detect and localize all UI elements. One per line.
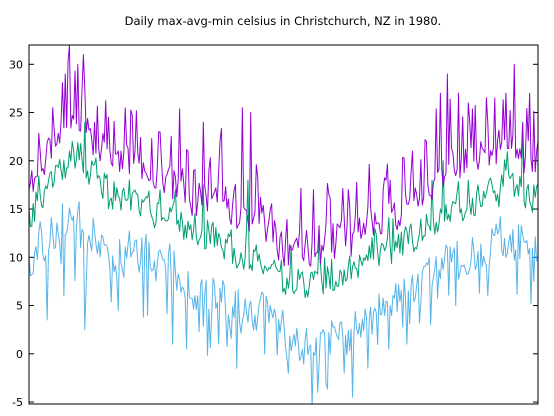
plot-frame xyxy=(28,44,539,405)
y-tick-label: 20 xyxy=(9,155,23,168)
series-line xyxy=(29,121,538,299)
y-tick-label: 5 xyxy=(16,300,23,313)
y-tick-label: 15 xyxy=(9,203,23,216)
y-axis: -5 0 5 10 15 20 25 30 xyxy=(9,58,538,409)
y-tick-label: 30 xyxy=(9,58,23,71)
series-line xyxy=(29,201,538,404)
plot-area xyxy=(29,45,538,404)
y-tick-label: -5 xyxy=(12,396,23,409)
y-tick-label: 25 xyxy=(9,107,23,120)
y-tick-label: 10 xyxy=(9,251,23,264)
y-tick-label: 0 xyxy=(16,348,23,361)
series-line xyxy=(29,45,538,267)
chart-title: Daily max-avg-min celsius in Christchurc… xyxy=(125,14,442,28)
